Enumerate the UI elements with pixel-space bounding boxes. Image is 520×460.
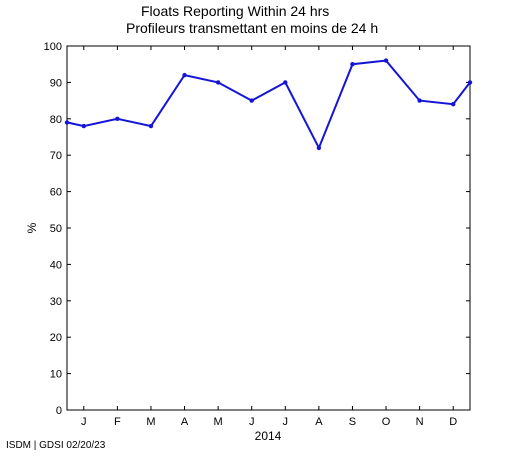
x-tick-label: D (449, 416, 457, 428)
x-tick-label: M (214, 416, 223, 428)
data-point (283, 80, 288, 85)
x-tick-label: J (249, 416, 255, 428)
data-point (350, 61, 355, 67)
y-tick-label: 10 (50, 369, 62, 381)
x-axis-label: 2014 (255, 429, 282, 443)
data-point (383, 58, 389, 63)
chart-title-english: Floats Reporting Within 24 hrs (141, 3, 330, 19)
data-point (148, 123, 154, 129)
data-point (316, 145, 322, 151)
series-line (66, 59, 471, 151)
y-tick-label: 100 (44, 41, 62, 53)
data-point (249, 98, 254, 103)
data-point (467, 80, 473, 85)
data-point (115, 116, 120, 122)
data-point (182, 72, 187, 78)
y-tick-label: 40 (50, 259, 62, 271)
x-tick-label: A (181, 416, 189, 428)
x-tick-label: A (315, 416, 323, 428)
y-axis-label: % (25, 222, 39, 233)
x-tick-label: M (146, 416, 155, 428)
data-point (417, 98, 422, 103)
y-tick-label: 90 (50, 77, 62, 89)
data-point (64, 120, 70, 125)
footer-credit: ISDM | GDSI 02/20/23 (6, 440, 106, 451)
y-tick-label: 20 (50, 332, 62, 344)
x-tick-label: O (382, 416, 391, 428)
y-tick-label: 60 (50, 187, 62, 199)
data-point (215, 80, 221, 85)
y-tick-label: 80 (50, 114, 62, 126)
data-point (81, 123, 86, 129)
y-tick-label: 70 (50, 150, 62, 162)
x-tick-label: N (416, 416, 424, 428)
x-tick-label: J (283, 416, 289, 428)
x-tick-label: F (114, 416, 121, 428)
data-point (451, 102, 456, 107)
series-group (64, 58, 473, 151)
x-tick-label: J (81, 416, 87, 428)
y-axis: 0 10 20 30 40 50 60 70 80 90 100 (44, 41, 470, 417)
plot-area-frame (66, 45, 471, 411)
y-tick-label: 0 (56, 405, 62, 417)
chart-title-french: Profileurs transmettant en moins de 24 h (126, 20, 379, 36)
y-tick-label: 50 (50, 223, 62, 235)
y-tick-label: 30 (50, 296, 62, 308)
x-tick-label: S (349, 416, 356, 428)
